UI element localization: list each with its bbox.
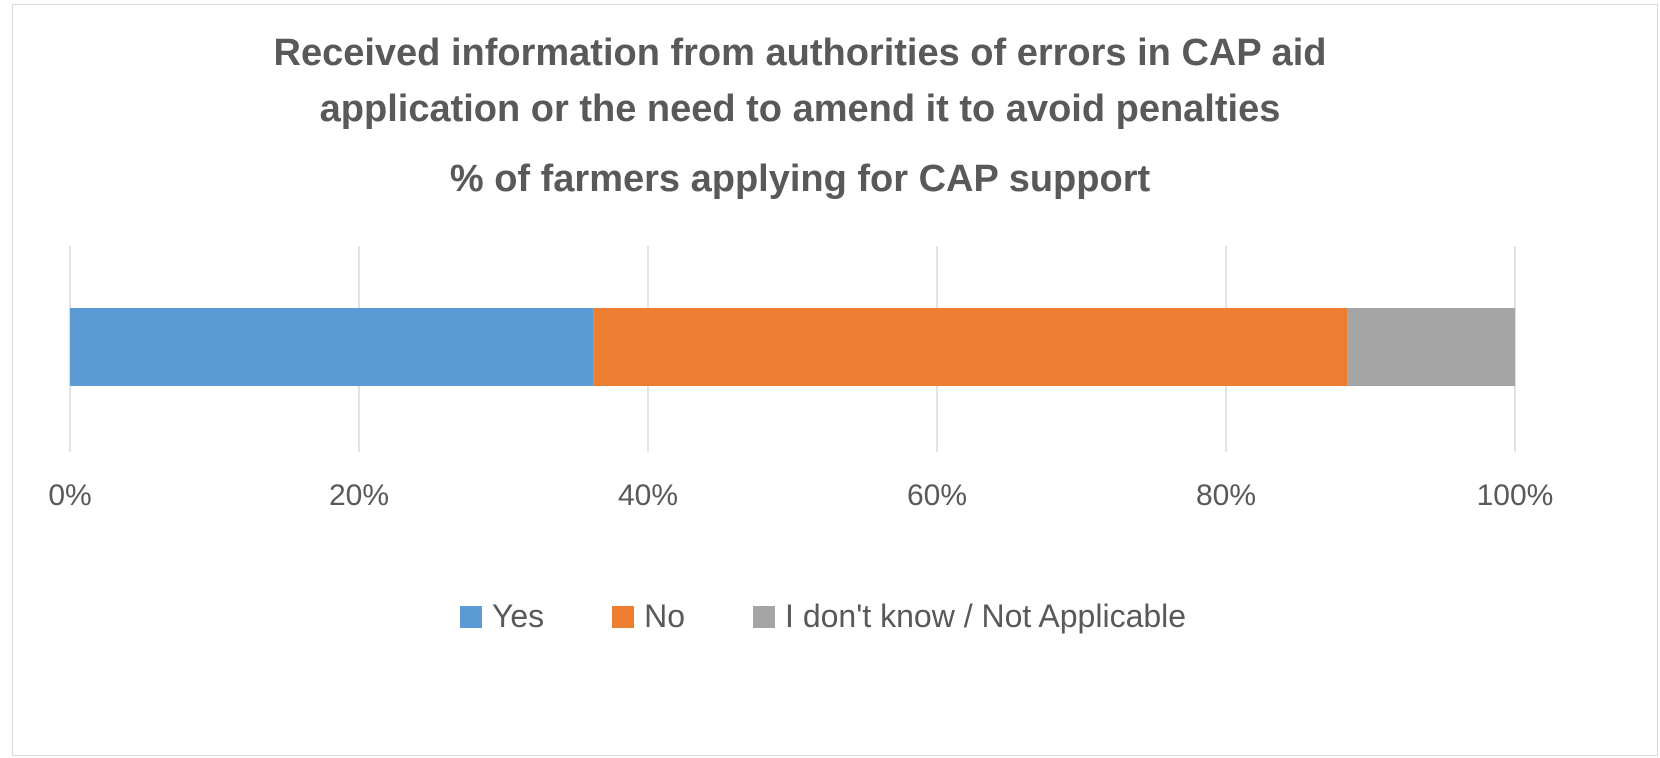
x-tick-label: 20% (329, 479, 389, 512)
legend-swatch (459, 605, 482, 628)
legend-swatch (612, 605, 635, 628)
bar-segment-i-don-t-know-not-applicable (1347, 308, 1515, 386)
legend-item: Yes (459, 598, 545, 635)
legend-item: No (612, 598, 685, 635)
legend-swatch (753, 605, 776, 628)
bar-segment-no (593, 308, 1348, 386)
legend-label: Yes (491, 598, 545, 634)
x-tick-label: 0% (48, 479, 91, 512)
chart-legend: Yes No I don't know / Not Applicable (0, 598, 1646, 635)
legend-label: No (644, 598, 686, 634)
x-tick-label: 60% (907, 479, 967, 512)
chart-title-line-2: application or the need to amend it to a… (319, 88, 1281, 130)
bar-segment-yes (70, 308, 594, 386)
legend-item: I don't know / Not Applicable (753, 598, 1186, 635)
x-tick-label: 80% (1196, 479, 1256, 512)
chart-title-line-1: Received information from authorities of… (273, 32, 1327, 74)
x-tick-label: 40% (618, 479, 678, 512)
chart-plot-area: 0% 20% 40% 60% 80% 100% (48, 246, 1554, 512)
chart-subtitle: % of farmers applying for CAP support (449, 158, 1151, 200)
legend-label: I don't know / Not Applicable (785, 598, 1187, 634)
x-tick-label: 100% (1477, 479, 1554, 512)
